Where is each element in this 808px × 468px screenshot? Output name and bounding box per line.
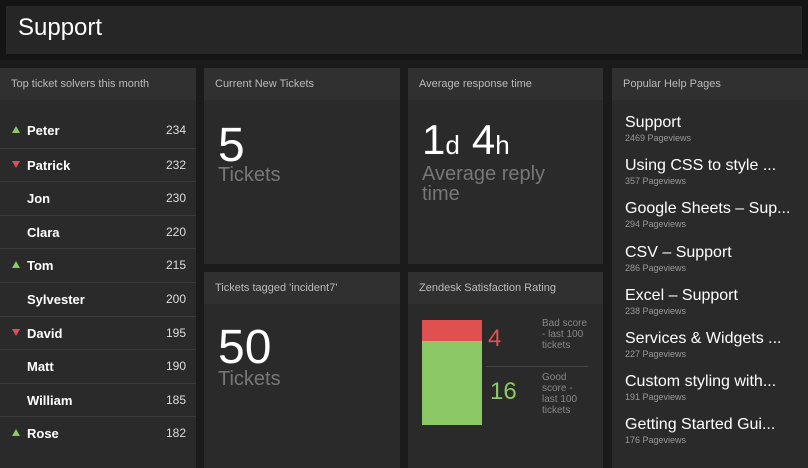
good-value: 16 bbox=[490, 378, 517, 406]
solver-name: Patrick bbox=[27, 158, 70, 173]
satisfaction-body: 4 16 Bad score - last 100 tickets Good scor… bbox=[408, 272, 603, 468]
unit: Tickets bbox=[218, 164, 281, 187]
solver-name: Sylvester bbox=[27, 292, 85, 307]
solver-name: Matt bbox=[27, 359, 54, 374]
solver-name: David bbox=[27, 326, 62, 341]
solver-row: Matt 190 bbox=[0, 349, 196, 383]
page-title: Using CSS to style ... bbox=[625, 157, 776, 175]
solver-row: William 185 bbox=[0, 383, 196, 417]
satisfaction-panel: Zendesk Satisfaction Rating 416Bad score… bbox=[408, 272, 603, 468]
solver-name: William bbox=[27, 393, 72, 408]
bad-value: 4 bbox=[488, 325, 501, 353]
page-title: Custom styling with... bbox=[625, 373, 776, 391]
solver-row: Rose 182 bbox=[0, 416, 196, 450]
page-views: 294 Pageviews bbox=[625, 219, 686, 229]
hours-unit: h bbox=[495, 130, 509, 160]
solver-row: David 195 bbox=[0, 316, 196, 350]
solver-count: 234 bbox=[166, 123, 186, 137]
solvers-panel: Top ticket solvers this month Peter 234 Pa… bbox=[0, 68, 196, 468]
bad-label: Bad score - last 100 tickets bbox=[542, 318, 590, 351]
solver-count: 185 bbox=[166, 393, 186, 407]
solver-row: Sylvester 200 bbox=[0, 282, 196, 316]
page-title: Support bbox=[625, 114, 681, 132]
trend-up bbox=[12, 429, 20, 436]
big-number: 50 bbox=[218, 320, 271, 375]
response-value: 1d4h bbox=[422, 116, 510, 164]
trend-down bbox=[12, 161, 20, 168]
page-views: 238 Pageviews bbox=[625, 306, 686, 316]
solver-count: 195 bbox=[166, 326, 186, 340]
header: Support bbox=[0, 0, 808, 60]
days: 1 bbox=[422, 116, 445, 163]
panel-title: Tickets tagged 'incident7' bbox=[204, 272, 400, 304]
panel-title: Average response time bbox=[408, 68, 603, 100]
panel-title: Popular Help Pages bbox=[612, 68, 808, 100]
caption: Average reply time bbox=[422, 164, 572, 204]
tagged-panel: Tickets tagged 'incident7' 50 Tickets bbox=[204, 272, 400, 468]
solver-row: Patrick 232 bbox=[0, 148, 196, 182]
solver-name: Tom bbox=[27, 258, 53, 273]
good-label: Good score - last 100 tickets bbox=[542, 372, 590, 416]
solver-name: Rose bbox=[27, 426, 59, 441]
solver-count: 232 bbox=[166, 158, 186, 172]
solver-count: 200 bbox=[166, 292, 186, 306]
page-title: Support bbox=[18, 14, 102, 42]
page-views: 191 Pageviews bbox=[625, 392, 686, 402]
days-unit: d bbox=[445, 130, 459, 160]
page-views: 357 Pageviews bbox=[625, 176, 686, 186]
divider bbox=[486, 366, 588, 367]
pages-panel: Popular Help Pages Support2469 Pageviews… bbox=[612, 68, 808, 468]
page-views: 2469 Pageviews bbox=[625, 133, 691, 143]
trend-up bbox=[12, 126, 20, 133]
solver-count: 215 bbox=[166, 258, 186, 272]
page-title: Google Sheets – Sup... bbox=[625, 200, 790, 218]
panel-title: Current New Tickets bbox=[204, 68, 400, 100]
page-views: 176 Pageviews bbox=[625, 435, 686, 445]
new-tickets-panel: Current New Tickets 5 Tickets bbox=[204, 68, 400, 264]
page-title: Getting Started Gui... bbox=[625, 416, 775, 434]
solver-count: 220 bbox=[166, 225, 186, 239]
solver-count: 190 bbox=[166, 359, 186, 373]
solver-row: Tom 215 bbox=[0, 248, 196, 282]
solver-count: 182 bbox=[166, 426, 186, 440]
solver-name: Jon bbox=[27, 191, 50, 206]
bad-bar bbox=[422, 320, 482, 341]
unit: Tickets bbox=[218, 368, 281, 391]
header-bar bbox=[6, 6, 802, 54]
solver-count: 230 bbox=[166, 191, 186, 205]
panel-title: Top ticket solvers this month bbox=[0, 68, 196, 100]
trend-down bbox=[12, 329, 20, 336]
solver-name: Peter bbox=[27, 123, 60, 138]
solver-row: Clara 220 bbox=[0, 215, 196, 249]
trend-up bbox=[12, 261, 20, 268]
page-title: Excel – Support bbox=[625, 287, 738, 305]
good-bar bbox=[422, 341, 482, 425]
response-panel: Average response time 1d4h Average reply… bbox=[408, 68, 603, 264]
solver-name: Clara bbox=[27, 225, 60, 240]
page-views: 227 Pageviews bbox=[625, 349, 686, 359]
page-title: CSV – Support bbox=[625, 244, 732, 262]
page-views: 286 Pageviews bbox=[625, 263, 686, 273]
page-title: Services & Widgets ... bbox=[625, 330, 782, 348]
solver-row: Jon 230 bbox=[0, 181, 196, 215]
hours: 4 bbox=[472, 116, 495, 163]
solver-row: Peter 234 bbox=[0, 114, 196, 148]
